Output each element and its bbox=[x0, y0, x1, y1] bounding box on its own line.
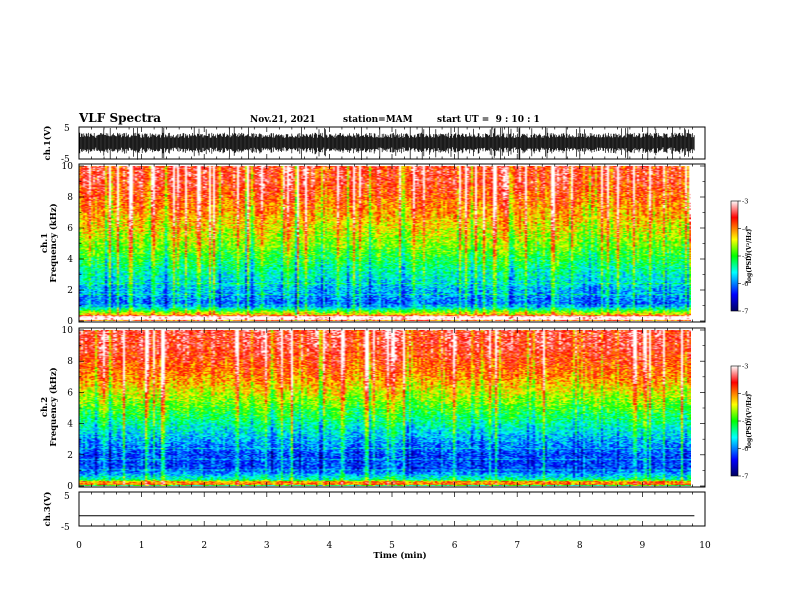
x-axis-label: Time (min) bbox=[373, 550, 426, 561]
ch1-spectrogram-ylabel-frequency: Frequency (kHz) bbox=[48, 203, 59, 282]
ch2-spectrogram-yticks: 0 2 4 6 8 10 bbox=[62, 326, 705, 492]
ch1-colorbar-ticks: -3 -4 -5 -6 -7 bbox=[738, 197, 748, 315]
colorbar-tick-label: -4 bbox=[742, 225, 748, 233]
ch3-waveform-panel: 5 -5 ch.3(V) bbox=[42, 491, 706, 533]
ch3-ytick-bottom: -5 bbox=[61, 523, 70, 533]
ch1-ytick-top: 5 bbox=[64, 124, 70, 134]
x-tick-label: 7 bbox=[514, 541, 520, 551]
date-label: Nov.21, 2021 bbox=[250, 115, 316, 125]
colorbar-tick-label: -4 bbox=[742, 390, 748, 398]
x-axis-ticks: 0 1 2 3 4 5 6 7 8 9 10 bbox=[76, 127, 711, 551]
ch1-colorbar-gradient bbox=[730, 200, 739, 312]
ch3-waveform-frame bbox=[78, 491, 706, 527]
colorbar-tick-label: -3 bbox=[742, 362, 748, 370]
ch2-spectrogram-image bbox=[79, 330, 691, 486]
x-tick-label: 8 bbox=[577, 541, 583, 551]
colorbar-tick-label: -3 bbox=[742, 197, 748, 205]
y-tick-label: 10 bbox=[62, 326, 74, 336]
colorbar-tick-label: -5 bbox=[742, 417, 748, 425]
x-tick-label: 3 bbox=[264, 541, 270, 551]
ch2-spectrogram-ylabel-channel: ch.2 bbox=[40, 397, 50, 417]
ch2-colorbar-gradient bbox=[730, 365, 739, 477]
x-tick-label: 1 bbox=[139, 541, 145, 551]
ch1-colorbar-label: log(PSD)(V²/Hz) bbox=[746, 229, 753, 284]
ch1-spectrogram-yticks: 0 2 4 6 8 10 bbox=[62, 162, 705, 327]
colorbar-tick-label: -6 bbox=[742, 445, 748, 453]
ch2-spectrogram-ylabel-frequency: Frequency (kHz) bbox=[48, 367, 59, 446]
ch3-waveform-ylabel: ch.3(V) bbox=[42, 492, 53, 527]
y-tick-label: 0 bbox=[67, 482, 73, 492]
y-tick-label: 8 bbox=[67, 357, 73, 367]
ch1-colorbar: -3 -4 -5 -6 -7 log(PSD)(V²/Hz) bbox=[730, 197, 753, 315]
station-label: station=MAM bbox=[343, 115, 413, 125]
y-tick-label: 4 bbox=[67, 420, 73, 430]
y-tick-label: 6 bbox=[67, 224, 73, 234]
y-tick-label: 8 bbox=[67, 193, 73, 203]
x-tick-label: 5 bbox=[389, 541, 395, 551]
ch1-spectrogram-image bbox=[79, 166, 691, 321]
ch2-spectrogram-panel: 0 2 4 6 8 10 ch.2 Frequency (kHz) bbox=[40, 326, 706, 492]
y-tick-label: 2 bbox=[67, 451, 73, 461]
y-tick-label: 6 bbox=[67, 388, 73, 398]
colorbar-tick-label: -6 bbox=[742, 280, 748, 288]
x-tick-label: 4 bbox=[327, 541, 333, 551]
ch1-waveform-path bbox=[78, 127, 695, 160]
ch1-spectrogram-ylabel-channel: ch.1 bbox=[40, 233, 50, 253]
x-tick-label: 0 bbox=[76, 541, 82, 551]
x-tick-label: 6 bbox=[452, 541, 458, 551]
y-tick-label: 0 bbox=[67, 317, 73, 327]
x-tick-label: 2 bbox=[201, 541, 207, 551]
ch2-colorbar: -3 -4 -5 -6 -7 log(PSD)(V²/Hz) bbox=[730, 362, 753, 480]
colorbar-tick-label: -7 bbox=[742, 472, 748, 480]
y-tick-label: 2 bbox=[67, 286, 73, 296]
colorbar-tick-label: -7 bbox=[742, 307, 748, 315]
start-time-label: start UT = 9 : 10 : 1 bbox=[437, 115, 540, 125]
ch1-ytick-bottom: -5 bbox=[61, 155, 70, 165]
ch1-waveform-trace bbox=[78, 127, 695, 160]
y-tick-label: 10 bbox=[62, 162, 74, 172]
ch1-waveform-ylabel: ch.1(V) bbox=[42, 126, 53, 161]
chart-title: VLF Spectra bbox=[78, 111, 161, 125]
x-tick-label: 10 bbox=[699, 541, 711, 551]
ch2-colorbar-ticks: -3 -4 -5 -6 -7 bbox=[738, 362, 748, 480]
x-tick-label: 9 bbox=[640, 541, 646, 551]
ch1-spectrogram-panel: 0 2 4 6 8 10 ch.1 Frequency (kHz) bbox=[40, 162, 706, 327]
ch2-colorbar-label: log(PSD)(V²/Hz) bbox=[746, 394, 753, 449]
colorbar-tick-label: -5 bbox=[742, 252, 748, 260]
ch3-ytick-top: 5 bbox=[64, 492, 70, 502]
y-tick-label: 4 bbox=[67, 255, 73, 265]
